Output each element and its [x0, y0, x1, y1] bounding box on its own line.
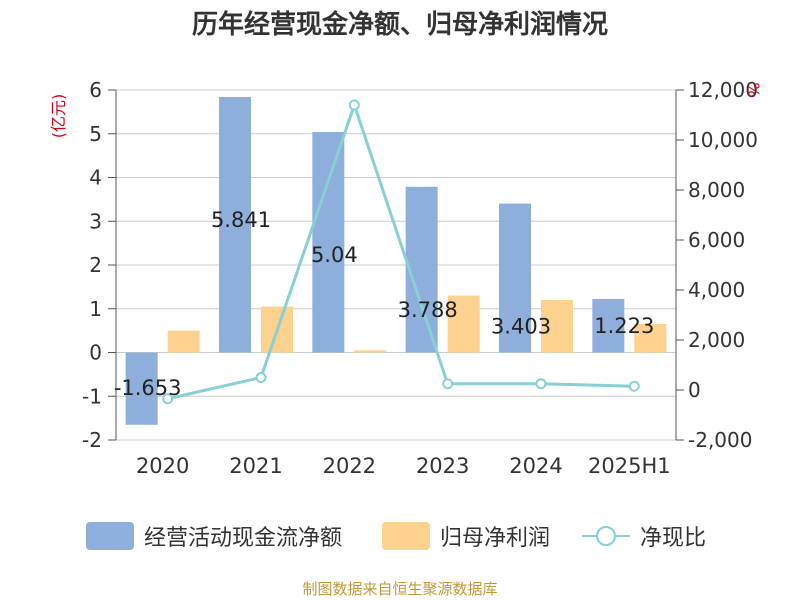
legend-label-net-profit: 归母净利润 [440, 526, 551, 551]
right-tick-label: 0 [688, 378, 701, 402]
x-tick-label: 2020 [136, 454, 189, 478]
legend-label-ratio: 净现比 [640, 526, 707, 551]
point-ratio [535, 378, 547, 390]
bar-cash-flow [592, 298, 625, 353]
legend-swatch-net-profit [382, 522, 430, 550]
data-label-cash-flow: 3.788 [398, 298, 458, 322]
left-tick-label: -1 [82, 384, 102, 408]
right-tick-label: 2,000 [688, 328, 745, 352]
left-tick-label: 4 [89, 166, 102, 190]
data-label-cash-flow: 5.841 [211, 208, 271, 232]
bar-net-profit [447, 295, 480, 353]
right-tick-label: 8,000 [688, 178, 745, 202]
legend-swatch-cash-flow [86, 522, 134, 550]
x-tick-label: 2022 [323, 454, 376, 478]
x-tick-label: 2021 [229, 454, 282, 478]
bar-cash-flow [125, 352, 158, 425]
point-ratio [255, 372, 267, 383]
point-ratio [442, 378, 454, 390]
legend-item-net-profit[interactable]: 归母净利润 [382, 516, 550, 556]
x-tick-label: 2023 [416, 454, 469, 478]
bar-cash-flow [219, 96, 251, 353]
legend: 经营活动现金流净额 归母净利润 净现比 [0, 516, 800, 556]
point-ratio [162, 393, 174, 405]
x-tick-label: 2024 [509, 454, 562, 478]
left-axis-unit: (亿元) [49, 94, 68, 139]
bar-net-profit [541, 300, 573, 353]
legend-label-cash-flow: 经营活动现金流净额 [144, 526, 343, 551]
legend-swatch-ratio [582, 522, 630, 550]
right-tick-label: 6,000 [688, 228, 745, 252]
data-label-cash-flow: 1.223 [594, 314, 654, 338]
legend-item-ratio[interactable]: 净现比 [582, 516, 706, 556]
left-tick-label: 3 [89, 209, 102, 233]
point-ratio [348, 99, 360, 111]
right-axis-unit: % [744, 82, 763, 97]
left-tick-label: 6 [89, 78, 102, 102]
bar-net-profit [167, 330, 200, 353]
left-tick-label: 2 [89, 253, 102, 277]
line-ratio [167, 100, 635, 401]
right-tick-label: 4,000 [688, 278, 745, 302]
bar-net-profit [354, 350, 387, 353]
right-tick-label: 12,000 [688, 78, 758, 102]
x-tick-label: 2025H1 [588, 454, 671, 478]
bar-cash-flow [499, 203, 531, 353]
left-tick-label: 0 [89, 341, 102, 365]
left-tick-label: 1 [89, 297, 102, 321]
bar-net-profit [634, 324, 667, 353]
right-tick-label: 10,000 [688, 128, 758, 152]
legend-item-cash-flow[interactable]: 经营活动现金流净额 [86, 516, 342, 556]
left-tick-label: 5 [89, 122, 102, 146]
data-label-cash-flow: 3.403 [491, 315, 551, 339]
chart-title: 历年经营现金净额、归母净利润情况 [191, 10, 608, 40]
data-label-cash-flow: -1.653 [114, 376, 182, 400]
bar-cash-flow [312, 132, 345, 353]
right-tick-label: -2,000 [688, 428, 752, 452]
source-note: 制图数据来自恒生聚源数据库 [302, 580, 498, 598]
left-tick-label: -2 [82, 428, 102, 452]
point-ratio [628, 380, 640, 392]
data-label-cash-flow: 5.04 [311, 243, 358, 267]
